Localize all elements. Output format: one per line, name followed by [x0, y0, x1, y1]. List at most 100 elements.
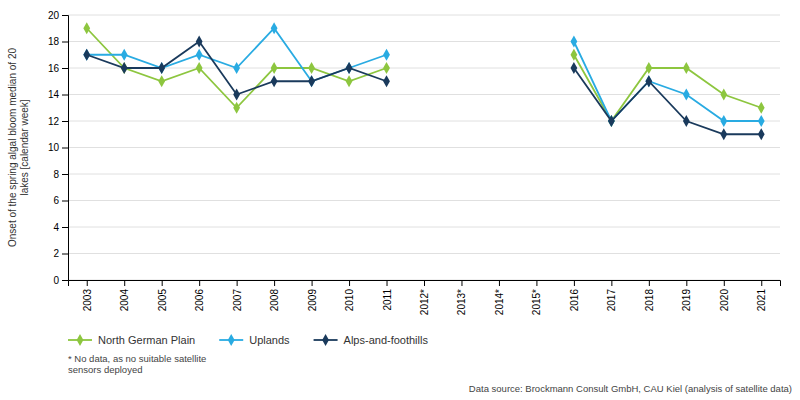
tick-label: 2017 — [606, 289, 617, 312]
tick: 2020 — [719, 280, 730, 311]
tick: 18 — [48, 36, 68, 47]
point — [720, 115, 727, 127]
tick-label: 2009 — [307, 289, 318, 312]
grid — [68, 15, 780, 280]
tick-label: 2004 — [119, 289, 130, 312]
tick-mark — [499, 280, 500, 286]
legend-item: North German Plain — [68, 334, 195, 346]
point — [570, 49, 577, 61]
tick-label: 2019 — [681, 289, 692, 312]
point — [720, 128, 727, 140]
tick: 2009 — [307, 280, 318, 311]
series-line — [87, 28, 762, 121]
tick: 2005 — [157, 280, 168, 311]
y-axis-label-line: Onset of the spring algal bloom median o… — [7, 48, 18, 247]
tick-label: 2016 — [569, 289, 580, 312]
tick-label: 10 — [48, 142, 60, 153]
tick: 2019 — [681, 280, 692, 311]
tick-mark — [87, 280, 88, 286]
point — [645, 75, 652, 87]
point — [758, 102, 765, 114]
tick-mark — [62, 280, 68, 281]
point — [346, 75, 353, 87]
y-axis-label: Onset of the spring algal bloom median o… — [7, 48, 30, 247]
tick: 2014* — [494, 280, 505, 315]
annotation-line: Data source: Brockmann Consult GmbH, CAU… — [469, 383, 792, 394]
point — [83, 22, 90, 34]
point — [570, 62, 577, 74]
point — [758, 128, 765, 140]
tick-mark — [574, 280, 575, 286]
tick-mark — [62, 42, 68, 43]
legend-marker — [322, 334, 329, 346]
tick-label: 2008 — [269, 289, 280, 312]
point — [271, 75, 278, 87]
tick: 2010 — [344, 280, 355, 311]
marks — [83, 22, 764, 140]
tick-mark — [62, 201, 68, 202]
tick-label: 2005 — [157, 289, 168, 312]
tick-mark — [62, 68, 68, 69]
tick-label: 2003 — [82, 289, 93, 312]
tick: 12 — [48, 116, 68, 127]
tick: 20 — [48, 10, 68, 21]
tick-label: 2021 — [756, 289, 767, 312]
point — [196, 49, 203, 61]
point — [196, 62, 203, 74]
annotation-line: * No data, as no suitable satellite — [68, 353, 206, 364]
tick-label: 2015* — [531, 289, 542, 315]
grid-line — [68, 15, 780, 16]
point — [158, 75, 165, 87]
tick-mark — [686, 280, 687, 286]
point — [383, 75, 390, 87]
tick-mark — [62, 148, 68, 149]
source: Data source: Brockmann Consult GmbH, CAU… — [469, 383, 792, 394]
tick: 8 — [53, 169, 68, 180]
tick-label: 2007 — [232, 289, 243, 312]
point — [158, 62, 165, 74]
tick-label: 2013* — [456, 289, 467, 315]
tick: 14 — [48, 89, 68, 100]
tick-mark — [611, 280, 612, 286]
tick: 0 — [53, 275, 68, 286]
tick: 2011 — [382, 280, 393, 311]
tick: 2021 — [756, 280, 767, 311]
point — [683, 89, 690, 101]
tick-label: 20 — [48, 10, 60, 21]
tick-mark — [761, 280, 762, 286]
tick-label: 2020 — [719, 289, 730, 312]
plot: 0246810121416182020032004200520062007200… — [7, 10, 781, 315]
tick: 2 — [53, 248, 68, 259]
tick-label: 6 — [53, 195, 59, 206]
tick: 6 — [53, 195, 68, 206]
axis-line — [69, 281, 781, 287]
grid-line — [68, 121, 780, 122]
point — [346, 62, 353, 74]
tick: 2003 — [82, 280, 93, 311]
point — [645, 75, 652, 87]
grid-line — [68, 94, 780, 95]
point — [383, 62, 390, 74]
tick-label: 8 — [53, 169, 59, 180]
tick-mark — [62, 174, 68, 175]
tick: 2018 — [644, 280, 655, 311]
tick-mark — [62, 227, 68, 228]
point — [158, 62, 165, 74]
point — [645, 62, 652, 74]
chart: 0246810121416182020032004200520062007200… — [0, 0, 800, 400]
point — [121, 62, 128, 74]
point — [308, 75, 315, 87]
tick-mark — [62, 15, 68, 16]
tick-mark — [62, 254, 68, 255]
tick: 10 — [48, 142, 68, 153]
point — [233, 102, 240, 114]
point — [570, 36, 577, 48]
annotation-line: sensors deployed — [68, 364, 142, 375]
y-axis: 02468101214161820 — [48, 10, 69, 286]
tick-mark — [387, 280, 388, 286]
tick-mark — [124, 280, 125, 286]
tick-mark — [312, 280, 313, 286]
legend-label: Alps-and-foothills — [344, 334, 429, 346]
tick-mark — [162, 280, 163, 286]
point — [346, 62, 353, 74]
